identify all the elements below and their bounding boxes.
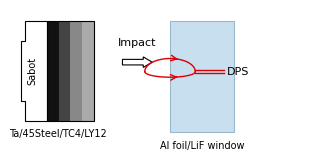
Text: Al foil/LiF window: Al foil/LiF window	[160, 141, 244, 151]
Bar	[46, 21, 59, 121]
FancyArrow shape	[122, 57, 152, 67]
Text: DPS: DPS	[227, 67, 249, 77]
Bar	[59, 21, 71, 121]
Polygon shape	[21, 21, 46, 121]
Bar	[82, 21, 94, 121]
Bar	[170, 21, 234, 132]
Text: Sabot: Sabot	[28, 57, 38, 85]
Bar	[46, 21, 94, 121]
Text: Impact: Impact	[118, 37, 157, 48]
Bar	[71, 21, 82, 121]
Text: Ta/45Steel/TC4/LY12: Ta/45Steel/TC4/LY12	[9, 129, 107, 139]
